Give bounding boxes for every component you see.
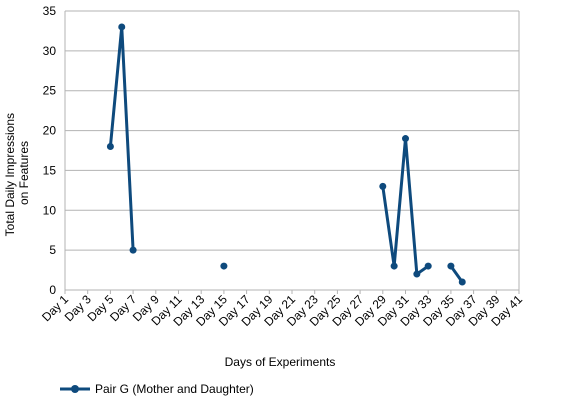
series bbox=[106, 23, 466, 286]
y-axis-title-line-1: Total Daily Impressions bbox=[3, 113, 17, 236]
series-line bbox=[108, 25, 135, 251]
axes bbox=[64, 11, 520, 294]
data-point bbox=[106, 143, 114, 151]
data-point bbox=[424, 262, 432, 270]
y-tick-label: 0 bbox=[49, 283, 56, 297]
legend-swatch-marker bbox=[71, 385, 79, 393]
y-tick-labels: 0 5 10 15 20 25 30 35 bbox=[43, 4, 57, 297]
series-line bbox=[381, 137, 430, 276]
data-point bbox=[118, 23, 126, 31]
y-tick-label: 35 bbox=[43, 4, 57, 18]
y-axis-title-line-2: on Features bbox=[17, 141, 31, 205]
data-point bbox=[220, 262, 228, 270]
data-point bbox=[402, 135, 409, 143]
legend-label: Pair G (Mother and Daughter) bbox=[95, 382, 254, 396]
data-point bbox=[390, 262, 398, 270]
y-tick-label: 15 bbox=[43, 163, 57, 177]
y-tick-label: 10 bbox=[43, 203, 57, 217]
data-point bbox=[129, 246, 137, 254]
y-tick-label: 25 bbox=[43, 84, 57, 98]
y-tick-label: 5 bbox=[49, 243, 56, 257]
gridlines bbox=[65, 10, 519, 251]
data-point bbox=[447, 262, 455, 270]
y-tick-label: 30 bbox=[43, 44, 57, 58]
y-tick-label: 20 bbox=[43, 124, 57, 138]
data-point bbox=[379, 182, 387, 190]
data-point bbox=[413, 270, 421, 278]
legend: Pair G (Mother and Daughter) bbox=[60, 382, 254, 396]
x-axis-title: Days of Experiments bbox=[225, 355, 336, 369]
data-point bbox=[458, 278, 466, 286]
y-axis-title: Total Daily Impressions on Features bbox=[3, 110, 31, 237]
